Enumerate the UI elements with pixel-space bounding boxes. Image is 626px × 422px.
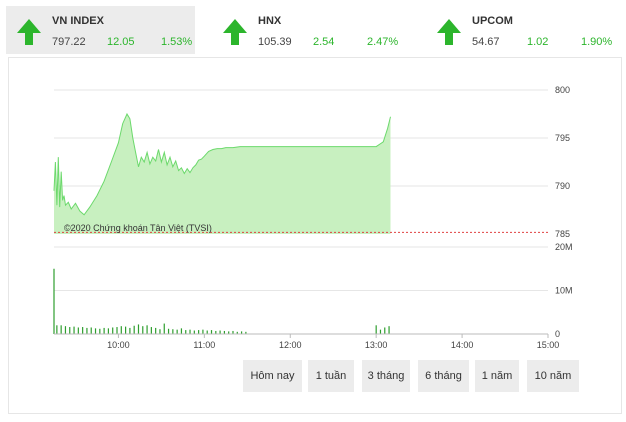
arrow-up-icon [222, 18, 248, 46]
range-button[interactable]: 10 năm [527, 360, 579, 392]
index-change: 2.54 [313, 36, 334, 48]
index-tabs: VN INDEX 797.22 12.05 1.53% HNX 105.39 2… [0, 0, 626, 56]
range-button[interactable]: 6 tháng [418, 360, 469, 392]
copyright-text: ©2020 Chứng khoán Tân Việt (TVSI) [64, 223, 212, 233]
index-price: 105.39 [258, 36, 292, 48]
range-button[interactable]: 1 tuần [308, 360, 354, 392]
time-tick-label: 10:00 [107, 340, 130, 350]
time-tick-label: 15:00 [537, 340, 560, 350]
time-tick-label: 14:00 [451, 340, 474, 350]
index-percent: 1.90% [581, 36, 612, 48]
index-name: VN INDEX [52, 15, 104, 27]
index-change: 1.02 [527, 36, 548, 48]
index-tab-upcom[interactable]: UPCOM 54.67 1.02 1.90% [426, 6, 622, 54]
volume-tick-label: 0 [555, 329, 560, 339]
index-name: UPCOM [472, 15, 513, 27]
time-tick-label: 13:00 [365, 340, 388, 350]
index-name: HNX [258, 15, 281, 27]
arrow-up-icon [436, 18, 462, 46]
price-tick-label: 785 [555, 229, 570, 239]
time-tick-label: 11:00 [193, 340, 215, 350]
index-percent: 2.47% [367, 36, 398, 48]
price-tick-label: 800 [555, 85, 570, 95]
index-tab-vnindex[interactable]: VN INDEX 797.22 12.05 1.53% [6, 6, 195, 54]
volume-tick-label: 10M [555, 286, 573, 296]
index-price: 54.67 [472, 36, 500, 48]
index-change: 12.05 [107, 36, 135, 48]
index-tab-hnx[interactable]: HNX 105.39 2.54 2.47% [212, 6, 412, 54]
intraday-chart[interactable]: ©2020 Chứng khoán Tân Việt (TVSI) 785 790… [0, 57, 626, 412]
time-tick-label: 12:00 [279, 340, 302, 350]
price-tick-label: 790 [555, 181, 570, 191]
price-area [54, 114, 391, 234]
volume-tick-label: 20M [555, 242, 573, 252]
index-price: 797.22 [52, 36, 86, 48]
range-button[interactable]: Hôm nay [243, 360, 302, 392]
range-button[interactable]: 3 tháng [362, 360, 410, 392]
arrow-up-icon [16, 18, 42, 46]
price-tick-label: 795 [555, 133, 570, 143]
index-percent: 1.53% [161, 36, 192, 48]
range-button[interactable]: 1 năm [475, 360, 519, 392]
